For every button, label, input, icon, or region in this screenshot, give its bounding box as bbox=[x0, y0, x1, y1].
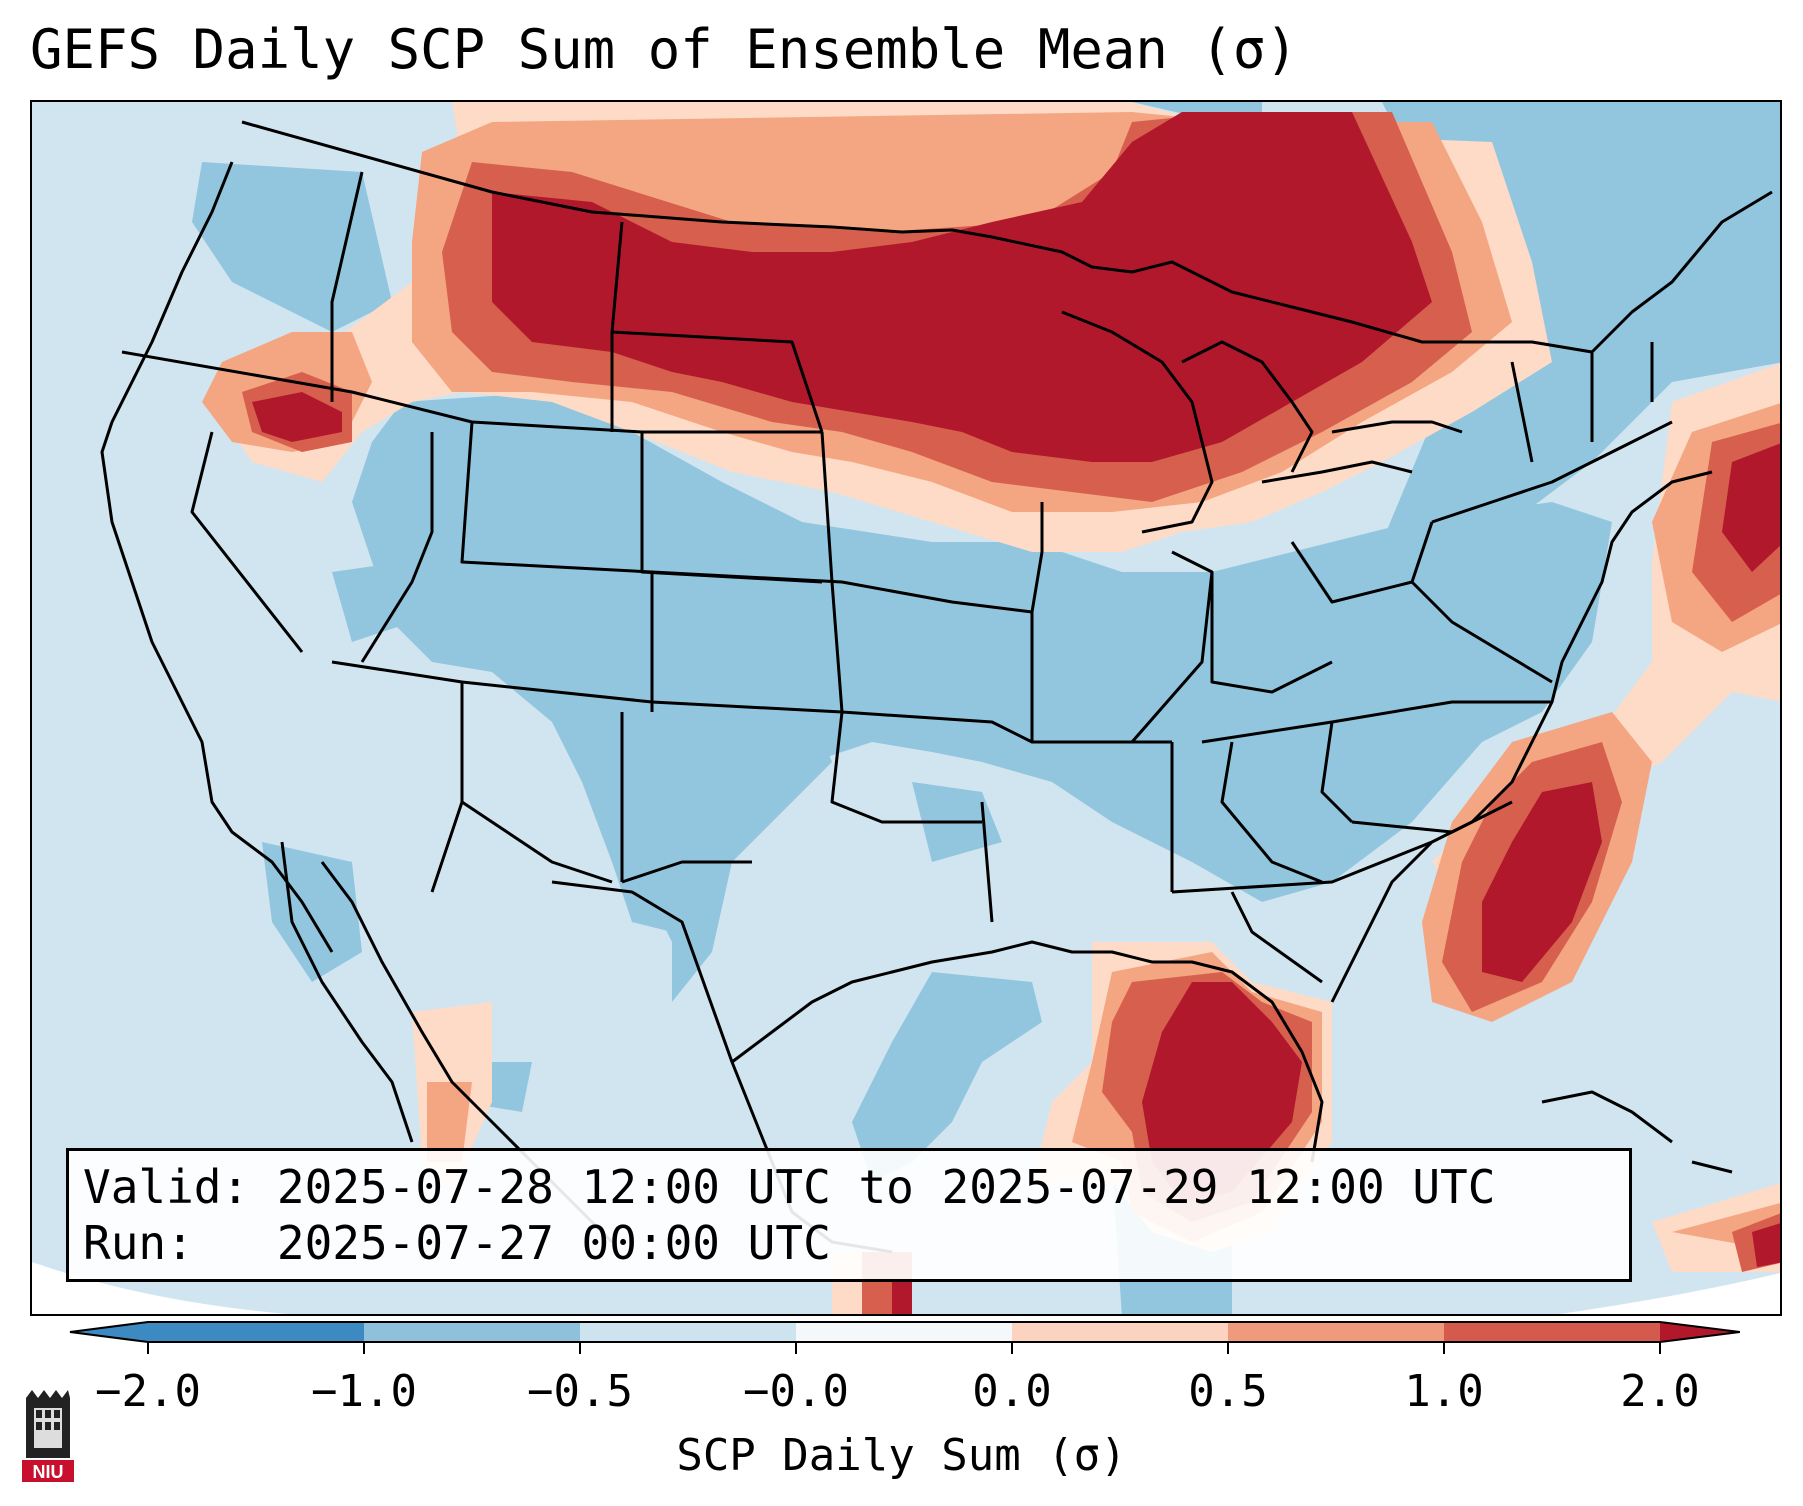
colorbar-tick-label: −0.0 bbox=[743, 1366, 849, 1417]
colorbar-tick-label: 2.0 bbox=[1620, 1366, 1700, 1417]
projection-edge bbox=[32, 1262, 287, 1314]
colorbar-segment bbox=[1012, 1322, 1229, 1342]
map-boundaries bbox=[100, 120, 1773, 1254]
colorbar-tick-label: 0.0 bbox=[972, 1366, 1052, 1417]
colorbar bbox=[69, 1321, 1740, 1354]
colorbar-tick-label: 0.5 bbox=[1188, 1366, 1268, 1417]
run-label: Run: bbox=[83, 1216, 194, 1270]
niu-logo-icon: NIU bbox=[22, 1390, 74, 1482]
info-box: Valid: 2025-07-28 12:00 UTC to 2025-07-2… bbox=[66, 1148, 1632, 1282]
run-value: 2025-07-27 00:00 UTC bbox=[276, 1216, 831, 1270]
projection-edge bbox=[1559, 1272, 1780, 1314]
colorbar-tick-label: −0.5 bbox=[527, 1366, 633, 1417]
colorbar-label: SCP Daily Sum (σ) bbox=[676, 1430, 1127, 1481]
colorbar-segment bbox=[1444, 1322, 1661, 1342]
colorbar-extend-high bbox=[1660, 1322, 1740, 1342]
valid-label: Valid: bbox=[83, 1160, 250, 1214]
logo-text: NIU bbox=[33, 1462, 64, 1482]
map-panel[interactable] bbox=[30, 100, 1782, 1316]
colorbar-tick-label: −1.0 bbox=[311, 1366, 417, 1417]
colorbar-segment bbox=[1228, 1322, 1445, 1342]
colorbar-segment bbox=[580, 1322, 797, 1342]
colorbar-segment bbox=[364, 1322, 581, 1342]
colorbar-tick-label: 1.0 bbox=[1404, 1366, 1484, 1417]
valid-value: 2025-07-28 12:00 UTC to 2025-07-29 12:00… bbox=[276, 1160, 1496, 1214]
scp-map bbox=[32, 102, 1780, 1314]
colorbar-tick-label: −2.0 bbox=[95, 1366, 201, 1417]
colorbar-segment bbox=[796, 1322, 1013, 1342]
colorbar-extend-low bbox=[70, 1322, 148, 1342]
positive-anomaly-fields-extreme bbox=[252, 112, 1780, 1314]
chart-title: GEFS Daily SCP Sum of Ensemble Mean (σ) bbox=[30, 18, 1298, 81]
colorbar-segment bbox=[148, 1322, 365, 1342]
colorbar-segments bbox=[70, 1322, 1740, 1342]
